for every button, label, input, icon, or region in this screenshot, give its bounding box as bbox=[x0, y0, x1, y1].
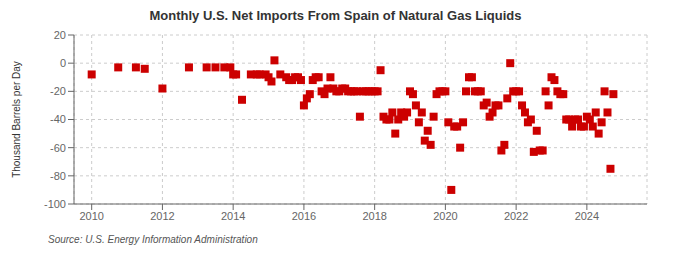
svg-text:2012: 2012 bbox=[150, 210, 174, 222]
svg-text:2014: 2014 bbox=[221, 210, 245, 222]
svg-text:2018: 2018 bbox=[362, 210, 386, 222]
svg-text:-60: -60 bbox=[50, 142, 66, 154]
svg-text:-20: -20 bbox=[50, 85, 66, 97]
svg-text:2022: 2022 bbox=[504, 210, 528, 222]
svg-text:2024: 2024 bbox=[575, 210, 599, 222]
svg-text:2020: 2020 bbox=[433, 210, 457, 222]
svg-text:2010: 2010 bbox=[79, 210, 103, 222]
svg-text:0: 0 bbox=[60, 57, 66, 69]
html-text:Source: U.S. Energy Informatio: Source: U.S. Energy Information Administ… bbox=[48, 234, 258, 245]
svg-text:Thousand Barrels per Day: Thousand Barrels per Day bbox=[11, 61, 22, 178]
svg-text:20: 20 bbox=[54, 29, 66, 41]
svg-text:-80: -80 bbox=[50, 170, 66, 182]
svg-text:-100: -100 bbox=[44, 198, 66, 210]
svg-text:2016: 2016 bbox=[292, 210, 316, 222]
html-text:Monthly U.S. Net Imports From: Monthly U.S. Net Imports From Spain of N… bbox=[149, 8, 522, 23]
svg-text:-40: -40 bbox=[50, 113, 66, 125]
